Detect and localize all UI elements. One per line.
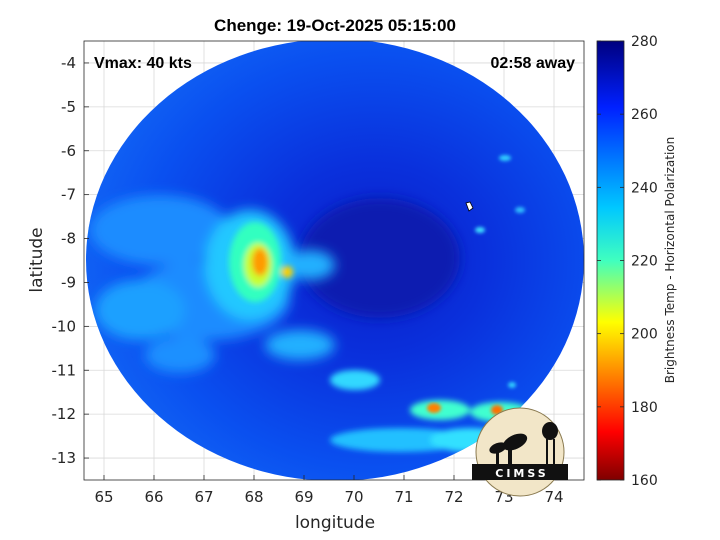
colorbar-tick-label: 260 [631,107,658,123]
coastline-island [465,201,474,212]
x-tick-label: 70 [344,488,363,506]
x-tick-label: 74 [544,488,563,506]
colorbar-ticks: 160 180 200 220 240 260 280 [597,34,658,489]
y-tick-label: -11 [52,361,77,379]
y-tick-label: -7 [61,186,76,204]
brightness-temperature-swath [86,41,584,480]
y-axis-label: latitude [27,227,47,292]
colorbar-tick-label: 160 [631,473,658,489]
x-tick-label: 71 [394,488,413,506]
chart-title: Chenge: 19-Oct-2025 05:15:00 [214,16,456,35]
colorbar-tick-label: 180 [631,400,658,416]
colorbar-tick-label: 220 [631,254,658,270]
colorbar-gradient [596,40,625,481]
y-tick-label: -6 [61,142,76,160]
eastern-features [475,155,525,388]
y-tick-label: -13 [52,449,77,467]
x-tick-label: 69 [294,488,313,506]
logo-text: CIMSS [495,467,548,480]
x-tick-label: 68 [244,488,263,506]
x-tick-label: 66 [144,488,163,506]
colorbar: 160 180 200 220 240 260 280 Brightness Temp - … [596,34,677,489]
y-tick-label: -8 [61,230,76,248]
x-tick-label: 67 [194,488,213,506]
y-tick-label: -12 [52,405,77,423]
y-axis-ticks: -4 -5 -6 -7 -8 -9 -10 -11 -12 -13 [52,54,89,467]
y-tick-label: -10 [52,317,77,335]
convective-band [229,222,293,302]
storm-center-region [300,198,460,318]
y-tick-label: -5 [61,98,76,116]
axes-frame [83,40,585,481]
logo-silhouette [472,422,568,480]
x-tick-label: 65 [94,488,113,506]
time-away-annotation: 02:58 away [490,55,575,72]
colorbar-tick-label: 280 [631,34,658,50]
y-tick-label: -9 [61,273,76,291]
x-axis-label: longitude [295,513,375,533]
colorbar-tick-label: 200 [631,327,658,343]
cimss-logo: CIMSS [472,407,568,497]
colorbar-tick-label: 240 [631,180,658,196]
colorbar-label: Brightness Temp - Horizontal Polarizatio… [663,137,677,384]
x-axis-ticks: 65 66 67 68 69 70 71 72 73 74 [94,475,564,506]
vmax-annotation: Vmax: 40 kts [94,55,192,72]
y-tick-label: -4 [61,54,76,72]
x-tick-label: 72 [444,488,463,506]
